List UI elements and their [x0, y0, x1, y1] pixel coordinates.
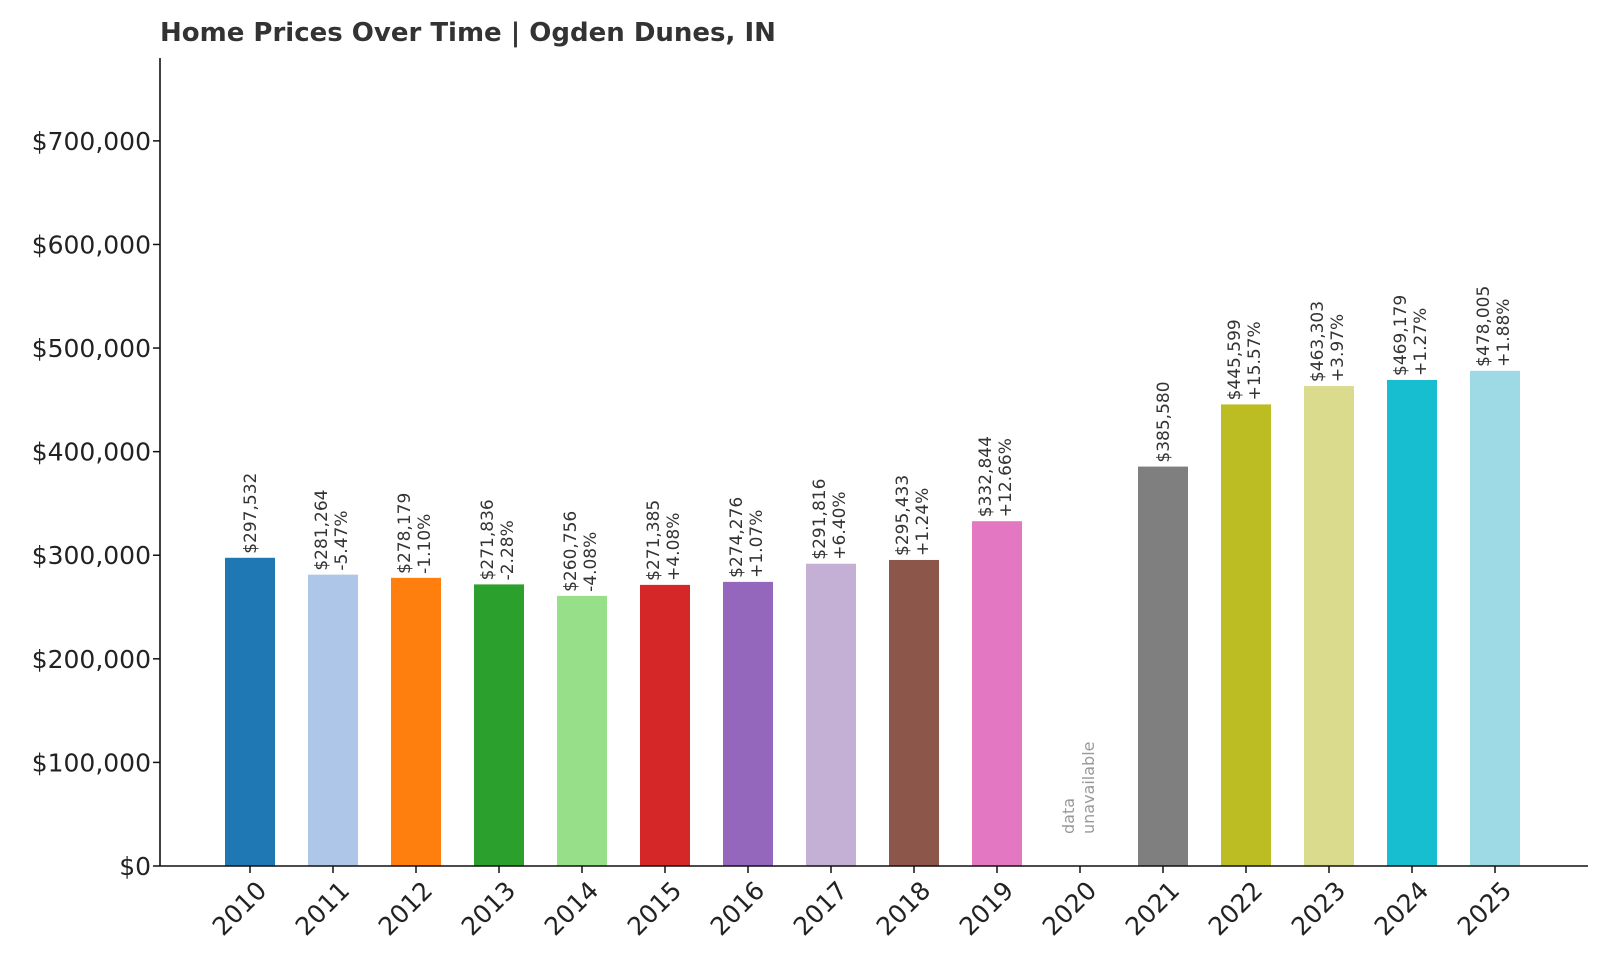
x-tick-label: 2015 [622, 876, 687, 941]
bar-2025 [1470, 370, 1520, 866]
price-label: $332,844 [976, 436, 996, 517]
price-label: $463,303 [1308, 301, 1328, 382]
x-tick-label: 2023 [1286, 876, 1351, 941]
change-label: +6.40% [830, 491, 850, 559]
price-label: $478,005 [1474, 286, 1494, 367]
bar-2011 [308, 574, 358, 866]
change-label: +3.97% [1328, 314, 1348, 382]
price-label: $297,532 [241, 473, 261, 554]
price-label: $295,433 [893, 475, 913, 556]
bar-2015 [640, 584, 690, 866]
change-label: -2.28% [498, 520, 518, 580]
bar-2013 [474, 584, 524, 866]
change-label: +1.07% [747, 510, 767, 578]
x-tick-label: 2018 [871, 876, 936, 941]
change-label: -1.10% [415, 514, 435, 574]
change-label: +1.27% [1411, 308, 1431, 376]
x-tick-label: 2020 [1037, 876, 1102, 941]
x-tick-label: 2014 [539, 876, 604, 941]
change-label: +4.08% [664, 513, 684, 581]
price-label: $271,836 [478, 499, 498, 580]
bar-2012 [391, 577, 441, 866]
y-tick-label: $400,000 [32, 438, 151, 467]
change-label: +1.88% [1494, 299, 1514, 367]
x-tick-label: 2012 [373, 876, 438, 941]
price-label: $445,599 [1225, 319, 1245, 400]
y-tick-label: $300,000 [32, 541, 151, 570]
bar-2024 [1387, 379, 1437, 866]
x-tick-label: 2017 [788, 876, 853, 941]
x-tick-label: 2022 [1203, 876, 1268, 941]
y-tick-label: $0 [119, 852, 151, 881]
x-tick-label: 2011 [290, 876, 355, 941]
change-label: -5.47% [332, 510, 352, 570]
y-tick-label: $700,000 [32, 127, 151, 156]
x-tick-label: 2024 [1369, 876, 1434, 941]
change-label: +1.24% [913, 488, 933, 556]
x-tick-label: 2021 [1120, 876, 1185, 941]
change-label: +12.66% [996, 438, 1016, 517]
x-tick-label: 2013 [456, 876, 521, 941]
data-unavailable-label: data [1059, 798, 1078, 834]
y-tick-label: $100,000 [32, 748, 151, 777]
price-label: $469,179 [1391, 295, 1411, 376]
x-tick-label: 2010 [207, 876, 272, 941]
bar-2018 [889, 559, 939, 866]
bar-2023 [1304, 386, 1354, 866]
bar-2022 [1221, 404, 1271, 866]
price-label: $291,816 [810, 479, 830, 560]
price-label: $271,385 [644, 500, 664, 581]
y-tick-label: $500,000 [32, 334, 151, 363]
price-label: $278,179 [395, 493, 415, 574]
bar-2021 [1138, 466, 1188, 866]
change-label: -4.08% [581, 532, 601, 592]
x-tick-label: 2019 [954, 876, 1019, 941]
x-axis-ticks: 2010 2011 2012 2013 2014 2015 2016 2017 2018 2019… [207, 866, 1517, 941]
bar-2014 [557, 595, 607, 866]
bars [225, 370, 1520, 866]
bar-2017 [806, 563, 856, 866]
x-tick-label: 2025 [1452, 876, 1517, 941]
bar-2019 [972, 521, 1022, 866]
change-label: +15.57% [1245, 321, 1265, 400]
bar-2010 [225, 557, 275, 866]
price-label: $260,756 [561, 511, 581, 592]
bar-2016 [723, 581, 773, 866]
y-tick-label: $600,000 [32, 230, 151, 259]
y-axis-ticks: $0 $100,000 $200,000 $300,000 $400,000 $500,0… [32, 127, 160, 881]
data-unavailable-label: unavailable [1079, 742, 1098, 835]
y-tick-label: $200,000 [32, 645, 151, 674]
x-tick-label: 2016 [705, 876, 770, 941]
data-labels: $297,532 $281,264 -5.47% $278,179 -1.10% $271… [241, 286, 1514, 834]
chart-title: Home Prices Over Time | Ogden Dunes, IN [160, 18, 776, 48]
price-label: $281,264 [312, 490, 332, 571]
price-label: $385,580 [1154, 381, 1174, 462]
price-label: $274,276 [727, 497, 747, 578]
